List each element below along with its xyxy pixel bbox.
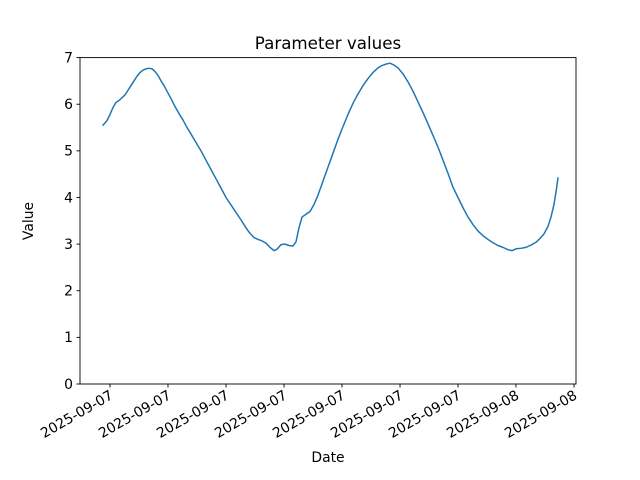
y-tick-label: 3 bbox=[64, 237, 73, 253]
y-tick-label: 5 bbox=[64, 144, 73, 160]
plot-border bbox=[79, 57, 577, 385]
chart-title: Parameter values bbox=[254, 33, 402, 53]
data-line-parameter-values bbox=[102, 62, 559, 252]
y-axis-label: Value bbox=[21, 201, 37, 241]
y-tick-label: 0 bbox=[64, 377, 73, 393]
y-tick-label: 7 bbox=[64, 50, 73, 66]
y-tick-label: 1 bbox=[64, 330, 73, 346]
y-tick-label: 4 bbox=[64, 190, 73, 206]
x-axis-label: Date bbox=[311, 450, 345, 466]
y-tick-label: 6 bbox=[64, 97, 73, 113]
y-tick-label: 2 bbox=[64, 284, 73, 300]
